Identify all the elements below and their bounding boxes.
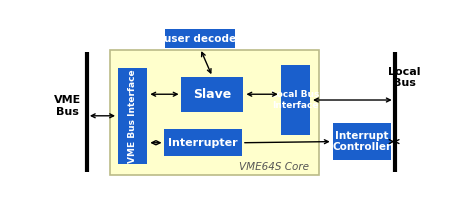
Text: Interrupt
Controller: Interrupt Controller: [331, 131, 391, 152]
FancyBboxPatch shape: [165, 29, 235, 48]
Text: VME Bus Interface: VME Bus Interface: [128, 69, 137, 163]
FancyBboxPatch shape: [280, 65, 309, 135]
FancyBboxPatch shape: [164, 129, 241, 156]
FancyBboxPatch shape: [118, 68, 147, 164]
Text: Local
Bus: Local Bus: [387, 67, 420, 88]
Text: Local Bus
Interface: Local Bus Interface: [271, 90, 319, 110]
FancyBboxPatch shape: [181, 77, 243, 112]
Text: Interrupter: Interrupter: [168, 138, 237, 148]
Text: VME
Bus: VME Bus: [54, 95, 81, 117]
FancyBboxPatch shape: [110, 50, 319, 176]
FancyBboxPatch shape: [332, 123, 390, 160]
Text: Slave: Slave: [193, 88, 231, 101]
Text: user decode: user decode: [164, 34, 235, 44]
Text: VME64S Core: VME64S Core: [239, 162, 309, 172]
